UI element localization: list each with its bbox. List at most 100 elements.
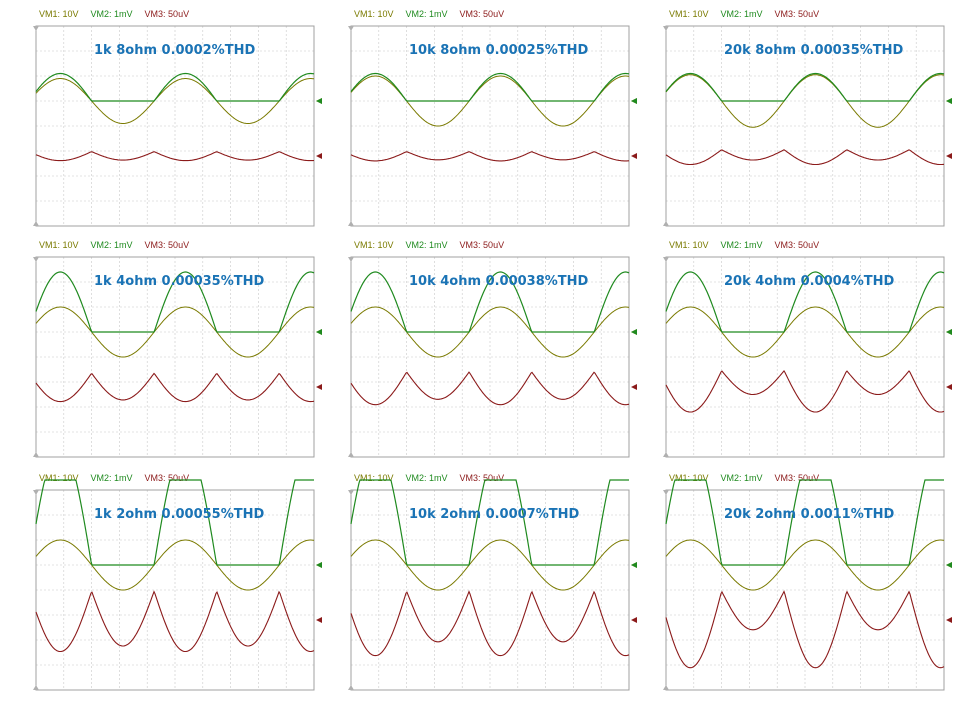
trigger-marker-bottom: [663, 685, 669, 690]
vm2-ground-marker: [631, 562, 637, 568]
panel-caption: 20k 2ohm 0.0011%THD: [724, 507, 895, 522]
trigger-marker-top: [348, 490, 354, 495]
vm2-scale-label: VM2: 1mV: [720, 9, 763, 19]
vm2-scale-label: VM2: 1mV: [405, 9, 448, 19]
trigger-marker-bottom: [348, 452, 354, 457]
vm2-trace: [350, 271, 630, 333]
scope-panel: VM1: 10V VM2: 1mV VM3: 50uV 1k 8ohm 0.0002%…: [33, 8, 322, 234]
scope-panel: VM1: 10V VM2: 1mV VM3: 50uV 20k 2ohm 0.0011…: [663, 472, 952, 698]
trigger-marker-top: [33, 490, 39, 495]
vm1-scale-label: VM1: 10V: [354, 240, 394, 250]
vm3-ground-marker: [316, 384, 322, 390]
vm1-scale-label: VM1: 10V: [669, 240, 709, 250]
trigger-marker-top: [663, 257, 669, 262]
vm1-scale-label: VM1: 10V: [354, 473, 394, 483]
vm3-ground-marker: [946, 153, 952, 159]
plot-border: [350, 25, 630, 227]
scope-plot: 1k 4ohm 0.00035%THD: [33, 256, 322, 458]
panel-caption: 1k 2ohm 0.00055%THD: [94, 507, 265, 522]
vm3-trace: [665, 149, 945, 166]
scope-plot: 20k 8ohm 0.00035%THD: [663, 25, 952, 227]
vm3-trace: [350, 151, 629, 162]
vm3-scale-label: VM3: 50uV: [144, 9, 190, 19]
scope-panel: VM1: 10V VM2: 1mV VM3: 50uV 20k 8ohm 0.0003…: [663, 8, 952, 234]
vm1-trace: [350, 75, 630, 127]
vm1-scale-label: VM1: 10V: [39, 473, 79, 483]
vm1-trace: [350, 539, 630, 591]
vm2-trace: [350, 72, 630, 102]
trigger-marker-bottom: [663, 221, 669, 226]
vm1-scale-label: VM1: 10V: [354, 9, 394, 19]
trigger-marker-bottom: [663, 452, 669, 457]
vm3-scale-label: VM3: 50uV: [774, 9, 820, 19]
plot-border: [35, 25, 315, 227]
vm3-trace: [35, 151, 315, 162]
scope-plot: 10k 2ohm 0.0007%THD: [348, 479, 637, 691]
vm3-scale-label: VM3: 50uV: [144, 473, 190, 483]
vm2-scale-label: VM2: 1mV: [720, 473, 763, 483]
vm3-scale-label: VM3: 50uV: [774, 240, 820, 250]
vm1-trace: [35, 78, 315, 124]
trigger-marker-bottom: [33, 685, 39, 690]
vm3-trace: [350, 371, 630, 406]
vm3-ground-marker: [316, 153, 322, 159]
vm2-trace: [665, 72, 945, 102]
scale-labels: VM1: 10V VM2: 1mV VM3: 50uV: [669, 9, 831, 19]
scale-labels: VM1: 10V VM2: 1mV VM3: 50uV: [354, 9, 516, 19]
trigger-marker-top: [663, 26, 669, 31]
scope-panel: VM1: 10V VM2: 1mV VM3: 50uV 1k 4ohm 0.00035…: [33, 239, 322, 465]
vm2-trace: [35, 271, 315, 333]
vm2-scale-label: VM2: 1mV: [405, 473, 448, 483]
vm3-scale-label: VM3: 50uV: [144, 240, 190, 250]
vm1-trace: [35, 539, 315, 591]
plot-border: [665, 25, 945, 227]
plot-border: [665, 489, 945, 691]
panel-caption: 10k 8ohm 0.00025%THD: [409, 43, 589, 58]
vm2-trace: [35, 72, 315, 102]
vm2-scale-label: VM2: 1mV: [90, 473, 133, 483]
vm1-scale-label: VM1: 10V: [669, 473, 709, 483]
vm2-ground-marker: [631, 329, 637, 335]
scale-labels: VM1: 10V VM2: 1mV VM3: 50uV: [39, 473, 201, 483]
vm3-trace: [665, 590, 945, 669]
trigger-marker-bottom: [33, 221, 39, 226]
scale-labels: VM1: 10V VM2: 1mV VM3: 50uV: [669, 473, 831, 483]
vm2-ground-marker: [631, 98, 637, 104]
scope-plot: 10k 4ohm 0.00038%THD: [348, 256, 637, 458]
vm2-scale-label: VM2: 1mV: [405, 240, 448, 250]
panel-caption: 20k 8ohm 0.00035%THD: [724, 43, 904, 58]
vm3-ground-marker: [631, 384, 637, 390]
vm3-trace: [350, 590, 630, 657]
panel-caption: 20k 4ohm 0.0004%THD: [724, 274, 895, 289]
trigger-marker-top: [33, 257, 39, 262]
vm2-ground-marker: [946, 329, 952, 335]
trigger-marker-bottom: [348, 685, 354, 690]
vm3-scale-label: VM3: 50uV: [459, 240, 505, 250]
trigger-marker-top: [663, 490, 669, 495]
vm3-trace: [665, 369, 945, 413]
scope-plot: 20k 2ohm 0.0011%THD: [663, 479, 952, 691]
vm1-scale-label: VM1: 10V: [39, 240, 79, 250]
scale-labels: VM1: 10V VM2: 1mV VM3: 50uV: [354, 240, 516, 250]
vm3-trace: [35, 590, 315, 653]
plot-border: [35, 489, 315, 691]
panel-caption: 10k 2ohm 0.0007%THD: [409, 507, 580, 522]
vm2-ground-marker: [316, 329, 322, 335]
vm1-trace: [665, 306, 945, 358]
vm2-trace: [350, 479, 629, 566]
vm3-ground-marker: [631, 153, 637, 159]
vm1-trace: [350, 306, 630, 358]
vm2-trace: [35, 479, 314, 566]
vm3-scale-label: VM3: 50uV: [459, 9, 505, 19]
vm2-ground-marker: [946, 562, 952, 568]
vm1-scale-label: VM1: 10V: [39, 9, 79, 19]
vm3-ground-marker: [946, 617, 952, 623]
scale-labels: VM1: 10V VM2: 1mV VM3: 50uV: [39, 240, 201, 250]
plot-border: [665, 256, 945, 458]
scope-plot: 10k 8ohm 0.00025%THD: [348, 25, 637, 227]
vm2-ground-marker: [316, 562, 322, 568]
trigger-marker-top: [348, 257, 354, 262]
vm1-scale-label: VM1: 10V: [669, 9, 709, 19]
panel-caption: 1k 8ohm 0.0002%THD: [94, 43, 255, 58]
scope-panel: VM1: 10V VM2: 1mV VM3: 50uV 10k 2ohm 0.0007…: [348, 472, 637, 698]
